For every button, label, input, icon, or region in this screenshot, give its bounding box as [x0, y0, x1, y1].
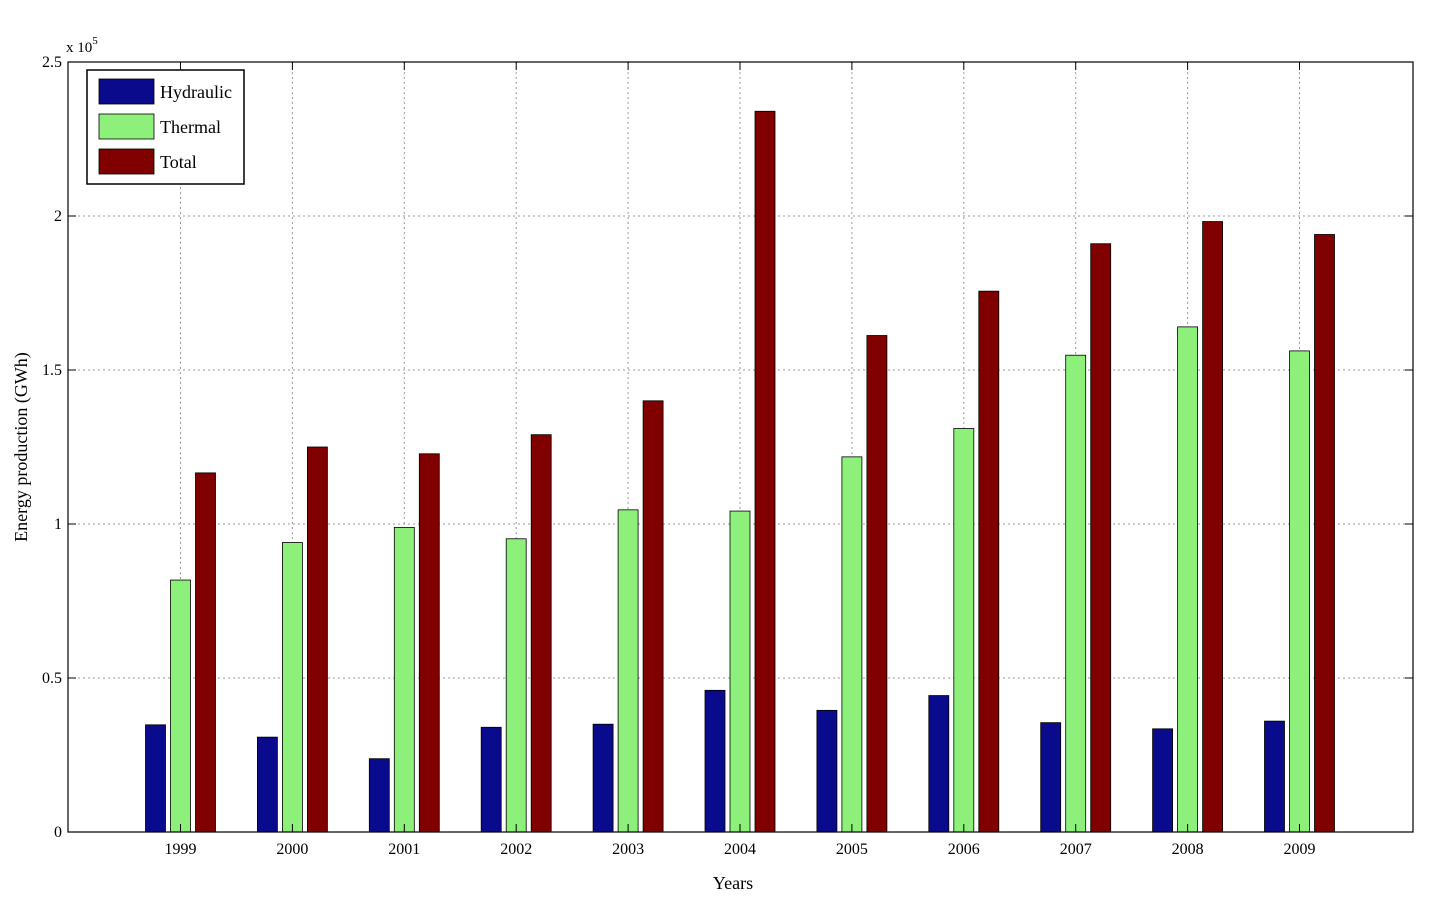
x-tick-label: 2006 [948, 841, 980, 858]
x-tick-label: 2007 [1060, 841, 1092, 858]
bar-hydraulic-2001 [368, 758, 390, 833]
bar-hydraulic-2008 [1152, 728, 1173, 833]
x-tick-labels: 1999 2000 2001 2002 2003 2004 2005 2006 2007 2008… [165, 841, 1316, 858]
bar-hydraulic-2000 [256, 736, 278, 833]
bar-hydraulic-2007 [1040, 722, 1062, 833]
y-tick-labels: 0 0.5 1 1.5 2 2.5 [42, 54, 62, 841]
bar-hydraulic-2009 [1264, 720, 1285, 833]
bar-thermal-2002 [505, 538, 527, 833]
bar-thermal-2005 [841, 456, 863, 833]
x-tick-label: 2003 [612, 841, 644, 858]
legend-label-hydraulic: Hydraulic [160, 82, 232, 102]
tick-marks [68, 61, 1413, 833]
x-tick-label: 2004 [724, 841, 756, 858]
bar-total-2006 [978, 290, 1000, 833]
bar-thermal-2000 [281, 542, 303, 833]
bar-thermal-2006 [953, 428, 975, 833]
y-tick-label: 1.5 [42, 362, 62, 379]
y-tick-label: 2 [54, 208, 62, 225]
bar-total-2008 [1202, 221, 1223, 833]
bar-total-2003 [642, 400, 664, 833]
bar-total-2004 [754, 110, 776, 833]
bars [145, 110, 1335, 833]
y-exponent-base: x 10 [66, 40, 92, 56]
legend: Hydraulic Thermal Total [86, 69, 245, 185]
y-tick-label: 1 [54, 516, 62, 533]
bar-hydraulic-2005 [816, 709, 838, 833]
x-tick-label: 2001 [388, 841, 420, 858]
legend-swatch-thermal [98, 113, 155, 140]
bar-hydraulic-2003 [592, 723, 614, 833]
legend-label-total: Total [160, 152, 197, 172]
bar-hydraulic-2002 [480, 726, 502, 833]
bar-thermal-2009 [1289, 350, 1310, 833]
bar-hydraulic-1999 [145, 724, 166, 833]
y-exponent-power: 5 [92, 35, 98, 47]
bar-total-1999 [195, 472, 216, 833]
legend-swatch-total [98, 148, 155, 175]
x-axis-label: Years [713, 873, 753, 893]
bar-hydraulic-2006 [928, 695, 950, 833]
x-tick-label: 1999 [165, 841, 197, 858]
y-tick-label: 0 [54, 824, 62, 841]
x-tick-label: 2005 [836, 841, 868, 858]
bar-total-2009 [1314, 234, 1335, 833]
bar-thermal-2007 [1065, 354, 1087, 833]
x-tick-label: 2009 [1284, 841, 1316, 858]
legend-label-thermal: Thermal [160, 117, 221, 137]
y-tick-label: 2.5 [42, 54, 62, 71]
bar-thermal-2004 [729, 510, 751, 833]
bar-thermal-2001 [393, 526, 415, 833]
y-axis-label: Energy production (GWh) [11, 352, 32, 542]
bar-thermal-1999 [170, 579, 191, 833]
bar-total-2001 [418, 453, 440, 833]
bar-total-2005 [866, 335, 888, 833]
bar-thermal-2003 [617, 509, 639, 833]
bar-thermal-2008 [1177, 326, 1198, 833]
x-tick-label: 2000 [276, 841, 308, 858]
y-exponent-label: x 105 [66, 35, 98, 56]
legend-swatch-hydraulic [98, 78, 155, 105]
x-tick-label: 2002 [500, 841, 532, 858]
bar-total-2007 [1090, 243, 1112, 833]
bar-hydraulic-2004 [704, 689, 726, 833]
y-tick-label: 0.5 [42, 670, 62, 687]
bar-total-2000 [306, 446, 328, 833]
x-tick-label: 2008 [1172, 841, 1204, 858]
bar-total-2002 [530, 434, 552, 833]
